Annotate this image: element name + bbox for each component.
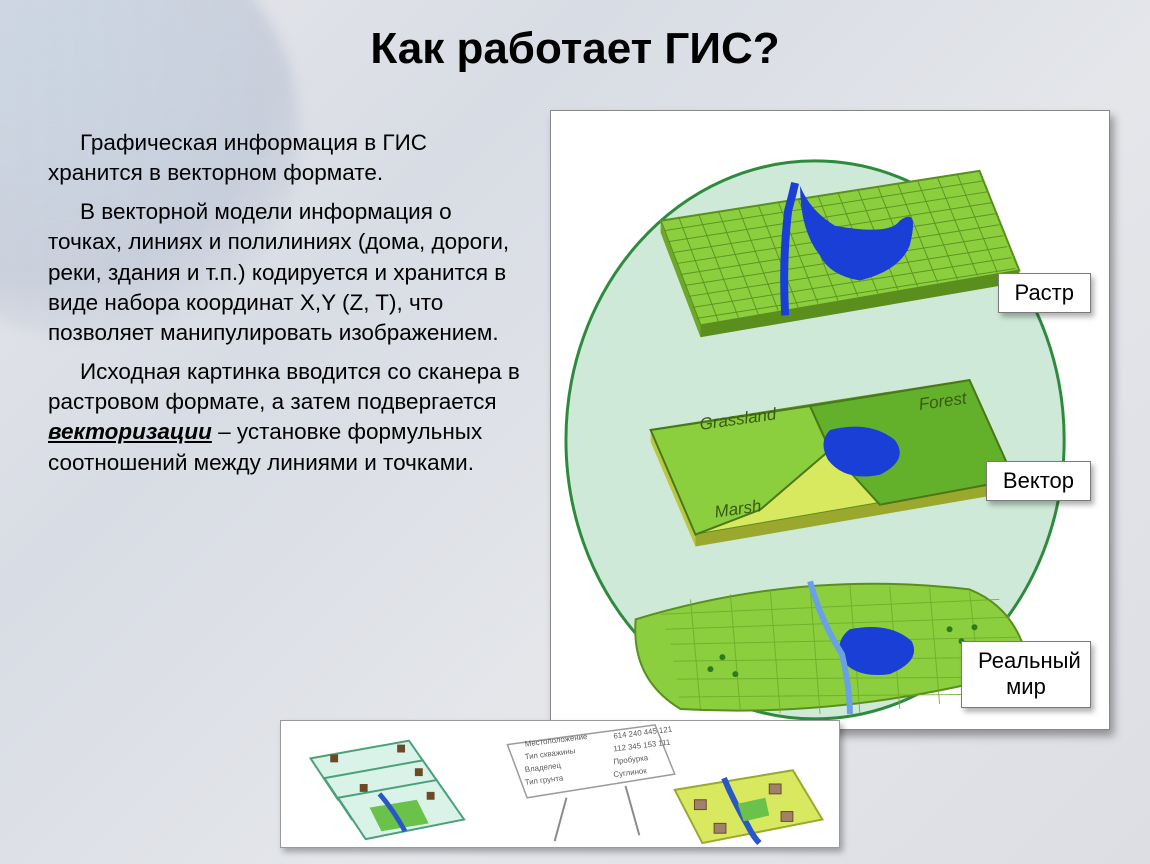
paragraph-2: В векторной модели информация о точках, … xyxy=(48,197,528,349)
paragraph-3: Исходная картинка вводится со сканера в … xyxy=(48,357,528,479)
bottom-strip: Местоположение Тип скважины Владелец Тип… xyxy=(280,720,840,848)
layers-diagram: Grassland Forest Marsh xyxy=(550,110,1110,730)
label-raster: Растр xyxy=(998,273,1092,313)
paragraph-1: Графическая информация в ГИС хранится в … xyxy=(48,128,528,189)
layers-svg: Grassland Forest Marsh xyxy=(551,111,1109,729)
p3-vectorization: векторизации xyxy=(48,419,212,444)
page-title: Как работает ГИС? xyxy=(0,24,1150,74)
label-real: Реальный мир xyxy=(961,641,1091,708)
strip-stack xyxy=(311,741,465,839)
strip-ground xyxy=(675,770,823,843)
strip-svg: Местоположение Тип скважины Владелец Тип… xyxy=(281,721,832,847)
label-vector: Вектор xyxy=(986,461,1091,501)
p3-pre: Исходная картинка вводится со сканера в … xyxy=(48,359,520,414)
body-text: Графическая информация в ГИС хранится в … xyxy=(48,128,528,486)
strip-card: Местоположение Тип скважины Владелец Тип… xyxy=(507,725,674,842)
